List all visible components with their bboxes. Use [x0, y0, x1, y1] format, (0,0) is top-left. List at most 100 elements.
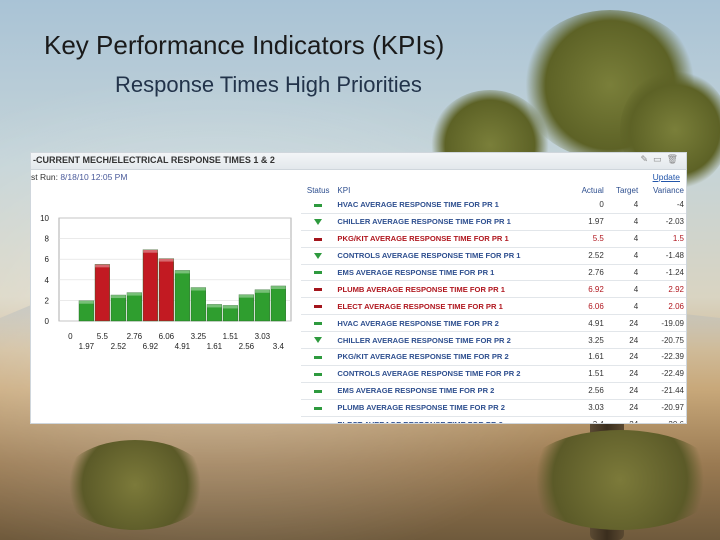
x-tick-label: 6.92: [143, 342, 159, 351]
status-cell: [301, 264, 336, 282]
chart-bar[interactable]: [126, 292, 142, 322]
header-status[interactable]: Status: [306, 185, 330, 195]
target-value: 4: [605, 297, 641, 316]
chart-bar[interactable]: [238, 294, 254, 322]
pencil-icon[interactable]: ✎: [640, 155, 649, 165]
table-row[interactable]: PLUMB AVERAGE RESPONSE TIME FOR PR 1 6.92…: [301, 280, 686, 299]
chart-bar-highlight: [223, 305, 238, 309]
table-row[interactable]: EMS AVERAGE RESPONSE TIME FOR PR 2 2.56 24…: [301, 382, 686, 400]
kpi-name[interactable]: HVAC AVERAGE RESPONSE TIME FOR PR 2: [335, 314, 569, 333]
table-row[interactable]: PKG/KIT AVERAGE RESPONSE TIME FOR PR 1 5.…: [301, 230, 686, 248]
header-actual[interactable]: Actual: [581, 185, 604, 195]
kpi-name[interactable]: CHILLER AVERAGE RESPONSE TIME FOR PR 1: [335, 213, 569, 231]
chart-bar[interactable]: [270, 285, 286, 322]
kpi-name[interactable]: CONTROLS AVERAGE RESPONSE TIME FOR PR 1: [335, 247, 569, 265]
kpi-name[interactable]: HVAC AVERAGE RESPONSE TIME FOR PR 1: [335, 197, 569, 214]
table-row[interactable]: ELECT AVERAGE RESPONSE TIME FOR PR 1 6.06…: [301, 297, 686, 316]
actual-value: 2.56: [568, 382, 606, 400]
x-tick-label: 3.4: [273, 342, 285, 351]
kpi-name[interactable]: PKG/KIT AVERAGE RESPONSE TIME FOR PR 2: [335, 348, 569, 366]
variance-value: -1.48: [640, 247, 686, 265]
arrow-down-icon: [314, 337, 323, 344]
y-tick-label: 6: [45, 255, 50, 264]
chart-bar-highlight: [191, 287, 206, 291]
status-dash-green-icon: [314, 355, 323, 359]
table-row[interactable]: CHILLER AVERAGE RESPONSE TIME FOR PR 2 3.…: [301, 331, 686, 350]
variance-value: -20.6: [640, 416, 686, 423]
table-row[interactable]: ELECT AVERAGE RESPONSE TIME FOR PR 23.42…: [301, 416, 686, 423]
trash-icon[interactable]: 🗑: [666, 155, 678, 165]
kpi-name[interactable]: ELECT AVERAGE RESPONSE TIME FOR PR 2: [335, 416, 569, 423]
kpi-name[interactable]: PKG/KIT AVERAGE RESPONSE TIME FOR PR 1: [335, 230, 569, 248]
kpi-panel: -CURRENT MECH/ELECTRICAL RESPONSE TIMES …: [30, 152, 687, 424]
chart-bar-highlight: [143, 249, 158, 253]
chart-bar[interactable]: [78, 300, 94, 322]
chart-bar[interactable]: [222, 305, 238, 322]
panel-icons: ✎ ▭ 🗑: [641, 155, 679, 166]
last-run-row: st Run: 8/18/10 12:05 PM Update: [31, 171, 686, 185]
variance-value: -2.03: [640, 213, 686, 231]
kpi-name[interactable]: PLUMB AVERAGE RESPONSE TIME FOR PR 2: [335, 399, 569, 417]
kpi-name[interactable]: CHILLER AVERAGE RESPONSE TIME FOR PR 2: [335, 331, 569, 350]
x-tick-label: 0: [68, 332, 73, 341]
target-value: 24: [605, 416, 641, 423]
variance-value: -22.39: [640, 348, 686, 366]
actual-value: 3.4: [568, 416, 606, 423]
chart-bar[interactable]: [94, 264, 110, 322]
chart-bar-highlight: [207, 304, 222, 308]
kpi-name[interactable]: PLUMB AVERAGE RESPONSE TIME FOR PR 1: [335, 280, 569, 299]
actual-value: 2.52: [568, 247, 606, 265]
header-target[interactable]: Target: [615, 185, 639, 195]
header-variance[interactable]: Variance: [653, 185, 684, 195]
chart-bar-highlight: [175, 270, 190, 274]
variance-value: -21.44: [640, 382, 686, 400]
kpi-name[interactable]: EMS AVERAGE RESPONSE TIME FOR PR 2: [335, 382, 569, 400]
chart-bar[interactable]: [190, 287, 206, 322]
arrow-down-icon: [314, 219, 323, 226]
chart-bar[interactable]: [174, 270, 190, 322]
target-value: 24: [605, 399, 641, 417]
kpi-table: Status KPI Actual Target Variance HVAC A…: [301, 183, 686, 423]
header-kpi[interactable]: KPI: [337, 185, 351, 195]
status-cell: [301, 297, 336, 316]
last-run: st Run: 8/18/10 12:05 PM: [31, 172, 127, 182]
chart-bar[interactable]: [142, 249, 158, 322]
x-tick-label: 1.61: [207, 342, 223, 351]
status-cell: [301, 348, 336, 366]
response-time-chart: 0 2 4 6 8 10 0 5.5 2.76 6.06 3.25 1.51 3.03 1.97 2.52 6…: [40, 214, 292, 351]
table-row[interactable]: PKG/KIT AVERAGE RESPONSE TIME FOR PR 2 1.…: [301, 348, 686, 366]
x-tick-label: 2.56: [239, 342, 255, 351]
kpi-name[interactable]: ELECT AVERAGE RESPONSE TIME FOR PR 1: [335, 297, 569, 316]
update-link[interactable]: Update: [652, 172, 680, 182]
target-value: 24: [605, 365, 641, 383]
actual-value: 5.5: [568, 230, 606, 248]
table-row[interactable]: HVAC AVERAGE RESPONSE TIME FOR PR 2 4.91 2…: [301, 314, 686, 333]
chart-bar[interactable]: [254, 289, 270, 322]
status-cell: [301, 314, 336, 333]
target-value: 4: [605, 213, 641, 231]
status-cell: [301, 382, 336, 400]
table-row[interactable]: HVAC AVERAGE RESPONSE TIME FOR PR 1 0 4 -4: [301, 197, 686, 214]
variance-value: -20.75: [640, 331, 686, 350]
target-value: 24: [605, 314, 641, 333]
status-dash-green-icon: [314, 389, 323, 393]
variance-value: -19.09: [640, 314, 686, 333]
chart-bar[interactable]: [110, 294, 126, 322]
kpi-name[interactable]: EMS AVERAGE RESPONSE TIME FOR PR 1: [335, 264, 569, 282]
chart-bar[interactable]: [206, 304, 222, 322]
x-tick-label: 1.51: [223, 332, 239, 341]
status-cell: [301, 197, 336, 214]
status-dash-green-icon: [314, 203, 323, 207]
chart-bar[interactable]: [158, 258, 174, 322]
window-icon[interactable]: ▭: [653, 155, 662, 165]
target-value: 4: [605, 247, 641, 265]
table-row[interactable]: EMS AVERAGE RESPONSE TIME FOR PR 1 2.76 4-…: [301, 264, 686, 282]
y-tick-label: 10: [40, 214, 49, 223]
kpi-name[interactable]: CONTROLS AVERAGE RESPONSE TIME FOR PR 2: [335, 365, 569, 383]
x-tick-label: 1.97: [79, 342, 95, 351]
x-tick-label: 3.03: [255, 332, 271, 341]
table-row[interactable]: CHILLER AVERAGE RESPONSE TIME FOR PR 1 1.…: [301, 213, 686, 231]
table-row[interactable]: PLUMB AVERAGE RESPONSE TIME FOR PR 2 3.03…: [301, 399, 686, 417]
